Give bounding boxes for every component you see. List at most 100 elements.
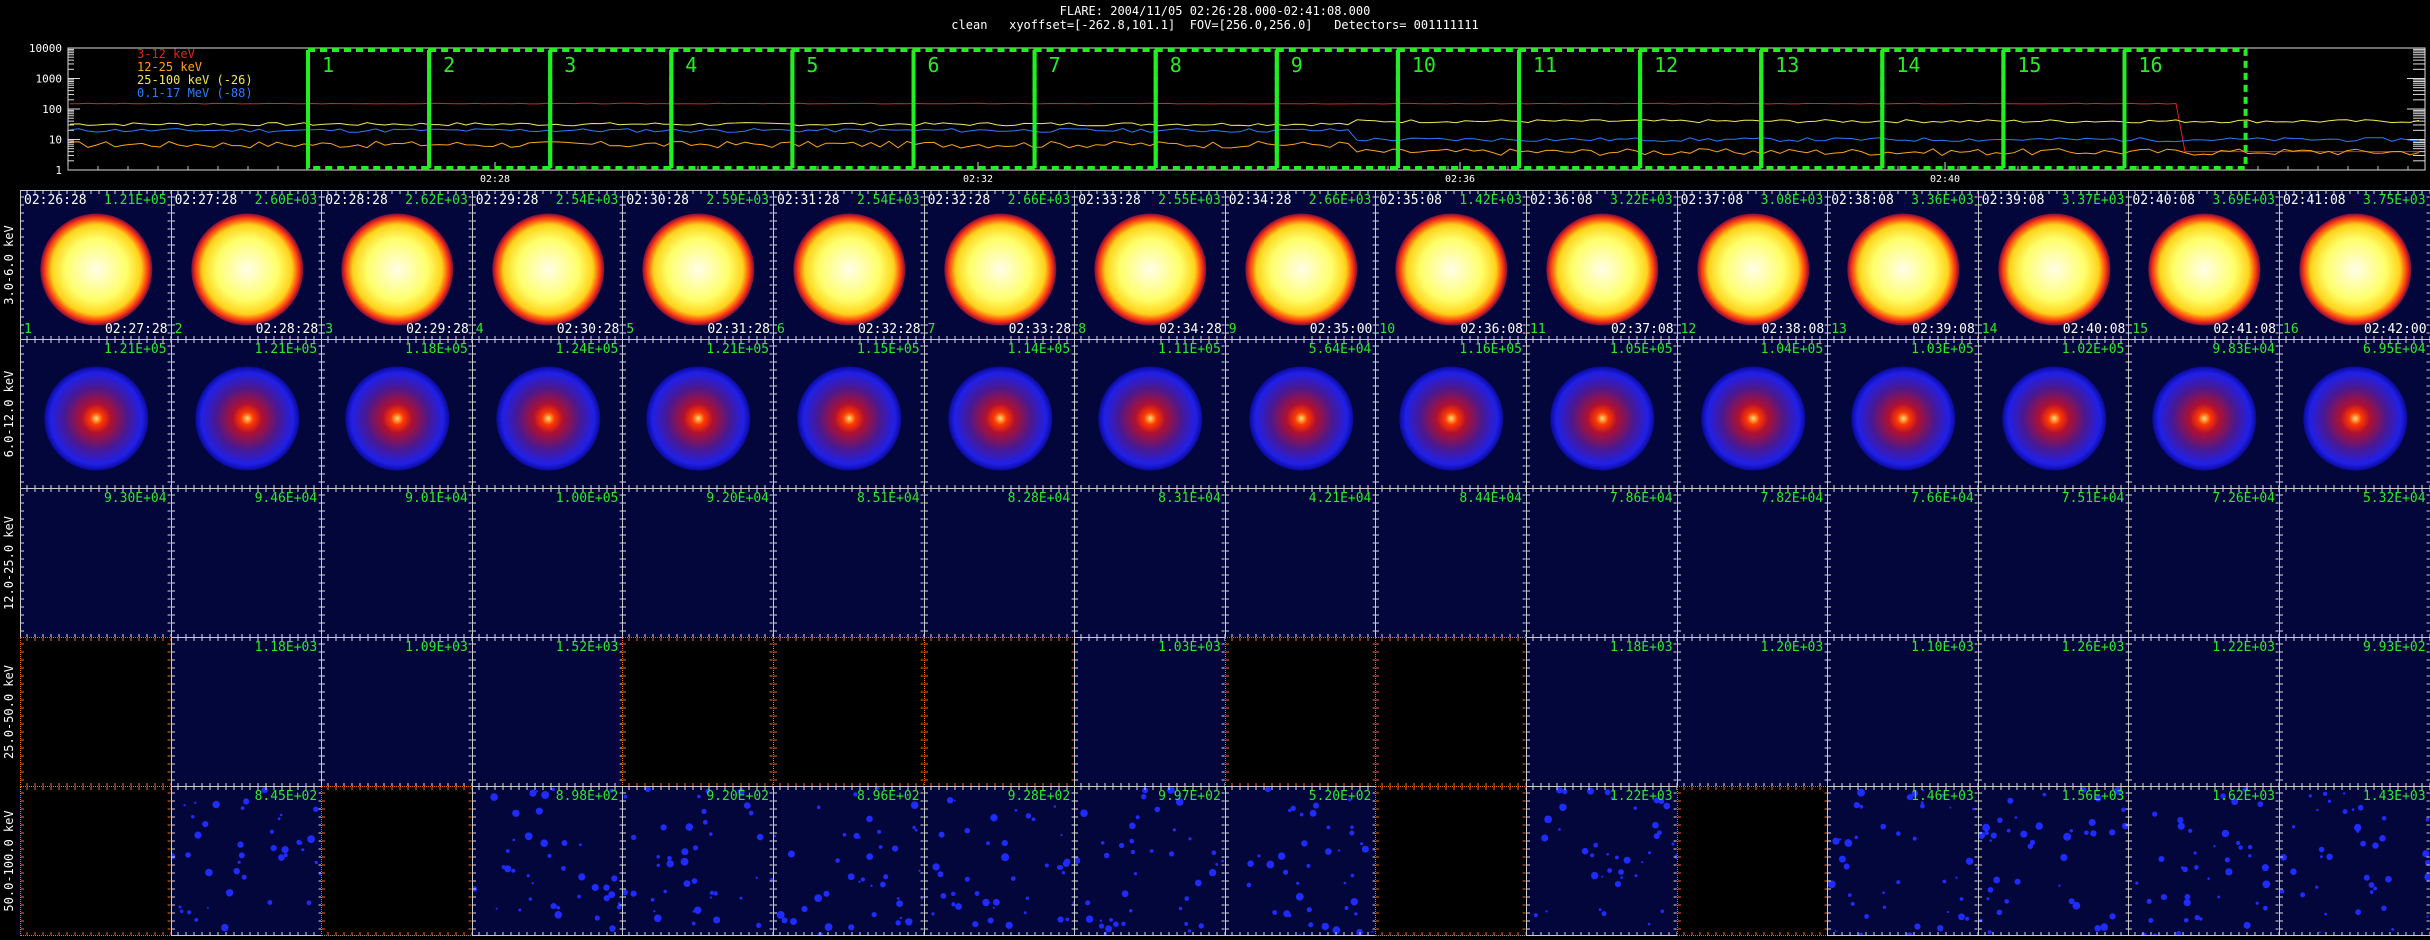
image-canvas bbox=[774, 340, 924, 488]
image-cell[interactable]: 1.21E+05 bbox=[622, 339, 774, 489]
plot-title: FLARE: 2004/11/05 02:26:28.000-02:41:08.… bbox=[1059, 4, 1371, 18]
image-cell[interactable]: 7.86E+04 bbox=[1526, 488, 1678, 638]
legend-entry: 0.1-17 MeV (-88) bbox=[137, 86, 253, 100]
legend-entry: 12-25 keV bbox=[137, 60, 202, 74]
interval-end-time: 02:27:28 bbox=[104, 322, 168, 337]
image-cell[interactable] bbox=[923, 637, 1076, 787]
image-cell[interactable]: 1.03E+05 bbox=[1827, 339, 1979, 489]
interval-end-time: 02:38:08 bbox=[1761, 322, 1825, 337]
peak-value: 3.37E+03 bbox=[2061, 193, 2125, 208]
interval-start-time: 02:32:28 bbox=[927, 193, 991, 208]
image-cell[interactable]: 1.52E+03 bbox=[471, 637, 624, 787]
image-cell[interactable]: 1.00E+05 bbox=[471, 488, 624, 638]
interval-number-label: 13 bbox=[1831, 322, 1847, 337]
image-cell[interactable]: 2.66E+03 02:34:28 02:35:00 9 bbox=[1224, 190, 1377, 340]
peak-value: 1.04E+05 bbox=[1760, 342, 1824, 357]
sun-disk bbox=[1696, 213, 1809, 326]
image-cell[interactable]: 4.21E+04 bbox=[1224, 488, 1377, 638]
energy-band-label: 25.0-50.0 keV bbox=[0, 637, 18, 786]
image-cell[interactable]: 1.18E+03 bbox=[1526, 637, 1678, 787]
peak-value: 1.18E+03 bbox=[254, 640, 318, 655]
image-cell[interactable]: 5.64E+04 bbox=[1224, 339, 1377, 489]
image-canvas bbox=[1376, 340, 1526, 488]
peak-value: 3.08E+03 bbox=[1760, 193, 1824, 208]
image-cell[interactable]: 5.32E+04 bbox=[2279, 488, 2430, 638]
image-cell[interactable]: 1.15E+05 bbox=[773, 339, 925, 489]
interval-start-time: 02:34:28 bbox=[1228, 193, 1292, 208]
image-cell[interactable]: 9.30E+04 bbox=[20, 488, 172, 638]
image-cell[interactable]: 3.69E+03 02:40:08 02:41:08 15 bbox=[2128, 190, 2280, 340]
sun-disk bbox=[642, 213, 755, 326]
image-canvas bbox=[623, 638, 773, 786]
image-cell[interactable]: 9.46E+04 bbox=[170, 488, 323, 638]
image-cell[interactable]: 7.26E+04 bbox=[2128, 488, 2280, 638]
energy-band-text: 6.0-12.0 keV bbox=[2, 370, 16, 457]
image-cell[interactable]: 1.14E+05 bbox=[923, 339, 1076, 489]
peak-value: 1.52E+03 bbox=[555, 640, 619, 655]
image-cell[interactable]: 3.08E+03 02:37:08 02:38:08 12 bbox=[1676, 190, 1829, 340]
interval-box[interactable] bbox=[2122, 48, 2248, 170]
image-cell[interactable]: 2.54E+03 02:31:28 02:32:28 6 bbox=[773, 190, 925, 340]
image-cell[interactable]: 2.54E+03 02:29:28 02:30:28 4 bbox=[471, 190, 624, 340]
image-cell[interactable] bbox=[622, 637, 774, 787]
image-cell[interactable]: 1.03E+03 bbox=[1074, 637, 1226, 787]
image-cell[interactable]: 6.95E+04 bbox=[2279, 339, 2430, 489]
image-cell[interactable]: 2.60E+03 02:27:28 02:28:28 2 bbox=[170, 190, 323, 340]
interval-number-label: 8 bbox=[1078, 322, 1087, 337]
image-canvas bbox=[171, 340, 322, 488]
image-canvas bbox=[1978, 340, 2129, 488]
image-cell[interactable]: 1.24E+05 bbox=[471, 339, 624, 489]
image-cell[interactable] bbox=[1224, 637, 1377, 787]
sun-disk bbox=[1249, 366, 1354, 471]
peak-value: 1.02E+05 bbox=[2061, 342, 2125, 357]
image-cell[interactable]: 3.75E+03 02:41:08 02:42:00 16 bbox=[2279, 190, 2430, 340]
image-cell[interactable]: 9.83E+04 bbox=[2128, 339, 2280, 489]
image-cell[interactable]: 2.55E+03 02:33:28 02:34:28 8 bbox=[1074, 190, 1226, 340]
peak-value: 9.01E+04 bbox=[405, 491, 468, 506]
image-cell[interactable] bbox=[20, 637, 172, 787]
image-cell[interactable]: 8.31E+04 bbox=[1074, 488, 1226, 638]
interval-start-time: 02:26:28 bbox=[24, 193, 87, 208]
image-cell[interactable]: 1.09E+03 bbox=[321, 637, 473, 787]
image-cell[interactable]: 2.66E+03 02:32:28 02:33:28 7 bbox=[923, 190, 1076, 340]
image-cell[interactable]: 3.22E+03 02:36:08 02:37:08 11 bbox=[1526, 190, 1678, 340]
image-cell[interactable]: 2.62E+03 02:28:28 02:29:28 3 bbox=[321, 190, 473, 340]
image-cell[interactable] bbox=[1375, 637, 1527, 787]
image-cell[interactable]: 1.11E+05 bbox=[1074, 339, 1226, 489]
image-cell[interactable]: 1.20E+03 bbox=[1676, 637, 1829, 787]
image-cell[interactable]: 1.18E+03 bbox=[170, 637, 323, 787]
image-cell[interactable]: 3.37E+03 02:39:08 02:40:08 14 bbox=[1977, 190, 2130, 340]
image-cell[interactable]: 1.16E+05 bbox=[1375, 339, 1527, 489]
image-cell[interactable]: 7.66E+04 bbox=[1827, 488, 1979, 638]
image-cell[interactable]: 7.82E+04 bbox=[1676, 488, 1829, 638]
image-cell[interactable]: 8.51E+04 bbox=[773, 488, 925, 638]
peak-value: 4.21E+04 bbox=[1308, 491, 1372, 506]
image-cell[interactable]: 1.21E+05 bbox=[20, 339, 172, 489]
image-cell[interactable]: 1.04E+05 bbox=[1676, 339, 1829, 489]
image-cell[interactable] bbox=[773, 637, 925, 787]
image-canvas bbox=[1828, 489, 1978, 637]
image-cell[interactable]: 1.42E+03 02:35:08 02:36:08 10 bbox=[1375, 190, 1527, 340]
image-cell[interactable]: 1.21E+05 02:26:28 02:27:28 1 bbox=[20, 190, 172, 340]
image-canvas bbox=[924, 489, 1075, 637]
image-cell[interactable]: 8.28E+04 bbox=[923, 488, 1076, 638]
image-cell[interactable]: 2.59E+03 02:30:28 02:31:28 5 bbox=[622, 190, 774, 340]
image-cell[interactable]: 1.05E+05 bbox=[1526, 339, 1678, 489]
image-cell[interactable]: 1.10E+03 bbox=[1827, 637, 1979, 787]
image-cell[interactable]: 9.20E+04 bbox=[622, 488, 774, 638]
image-cell[interactable]: 1.02E+05 bbox=[1977, 339, 2130, 489]
image-canvas bbox=[1225, 340, 1376, 488]
image-cell[interactable]: 8.44E+04 bbox=[1375, 488, 1527, 638]
image-cell[interactable]: 7.51E+04 bbox=[1977, 488, 2130, 638]
image-cell[interactable]: 1.18E+05 bbox=[321, 339, 473, 489]
image-cell[interactable]: 3.36E+03 02:38:08 02:39:08 13 bbox=[1827, 190, 1979, 340]
plot-subtitle: clean xyoffset=[-262.8,101.1] FOV=[256.0… bbox=[951, 18, 1479, 32]
sun-disk bbox=[1851, 366, 1956, 471]
peak-value: 1.20E+03 bbox=[1760, 640, 1824, 655]
interval-start-time: 02:29:28 bbox=[475, 193, 539, 208]
peak-value: 7.82E+04 bbox=[1760, 491, 1824, 506]
image-cell[interactable]: 1.21E+05 bbox=[170, 339, 323, 489]
sun-disk bbox=[793, 213, 906, 326]
image-cell[interactable]: 9.01E+04 bbox=[321, 488, 473, 638]
peak-value: 1.03E+03 bbox=[1158, 640, 1221, 655]
